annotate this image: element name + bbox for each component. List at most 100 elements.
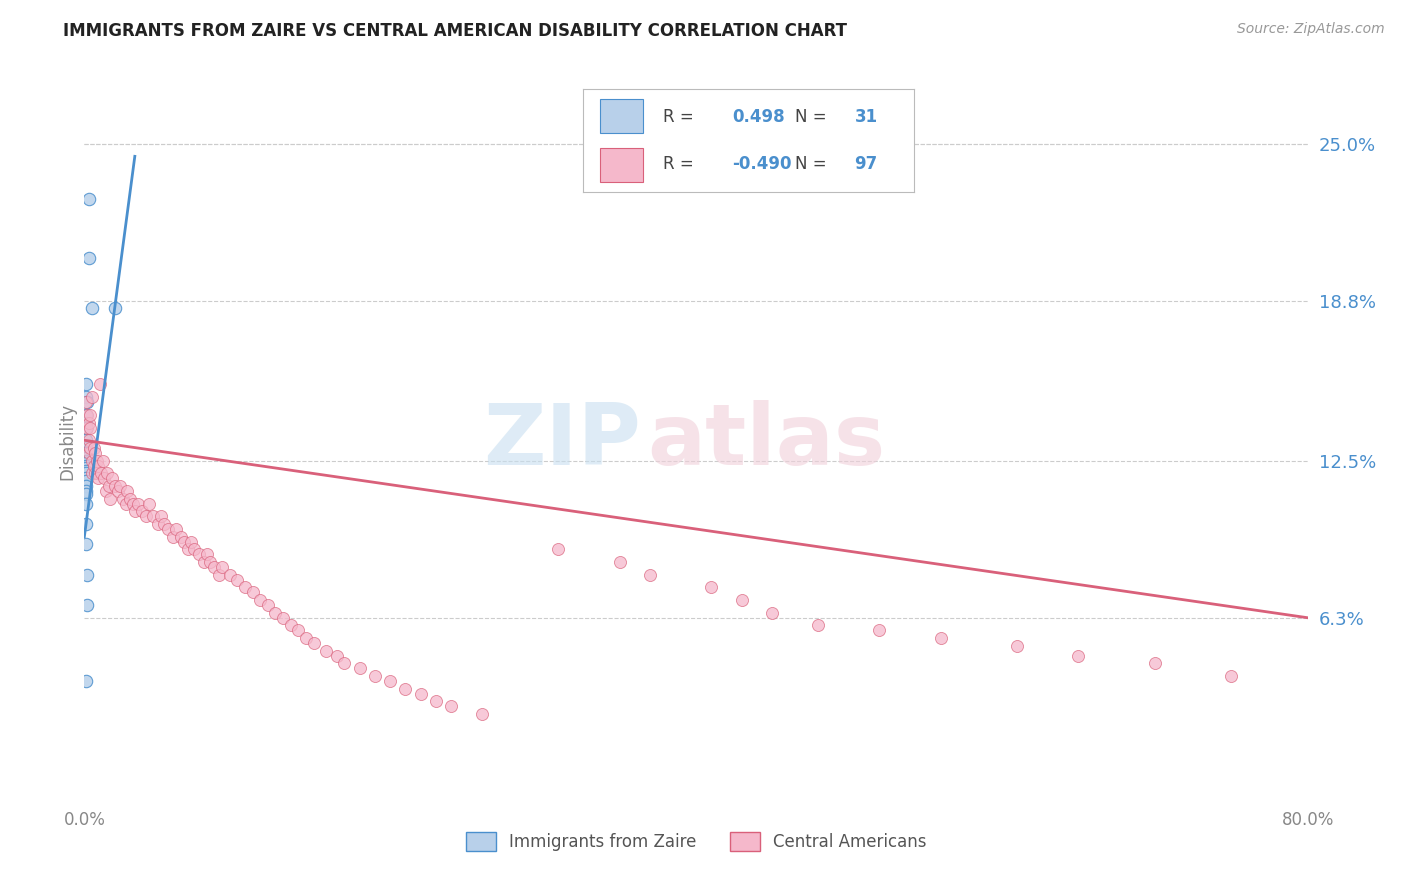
Text: ZIP: ZIP bbox=[484, 400, 641, 483]
Point bbox=[80, 467, 103, 481]
Point bbox=[86, 453, 108, 467]
FancyBboxPatch shape bbox=[600, 99, 643, 133]
Text: R =: R = bbox=[662, 108, 693, 126]
Point bbox=[91, 453, 114, 467]
Point bbox=[233, 580, 256, 594]
Point bbox=[75, 464, 97, 478]
Point bbox=[761, 606, 783, 620]
Point bbox=[76, 408, 98, 422]
Point bbox=[87, 458, 110, 473]
Point bbox=[394, 681, 416, 696]
Point bbox=[75, 479, 97, 493]
Point bbox=[264, 606, 287, 620]
Point bbox=[153, 516, 176, 531]
Point bbox=[75, 461, 97, 475]
Point bbox=[869, 624, 891, 638]
Point bbox=[93, 471, 115, 485]
Point bbox=[295, 631, 318, 645]
Point bbox=[75, 497, 97, 511]
Point bbox=[75, 467, 97, 481]
Point bbox=[77, 446, 100, 460]
Point bbox=[83, 458, 105, 473]
Point bbox=[75, 483, 97, 498]
Text: N =: N = bbox=[794, 108, 827, 126]
Point bbox=[80, 390, 103, 404]
Point bbox=[76, 395, 98, 409]
Point bbox=[157, 522, 180, 536]
Point bbox=[302, 636, 325, 650]
Point bbox=[76, 567, 98, 582]
Point bbox=[364, 669, 387, 683]
Point bbox=[77, 193, 100, 207]
Point bbox=[131, 504, 153, 518]
Point bbox=[349, 661, 371, 675]
Point bbox=[333, 657, 356, 671]
Point bbox=[700, 580, 723, 594]
Point bbox=[731, 593, 754, 607]
Point bbox=[108, 479, 131, 493]
Point bbox=[409, 687, 432, 701]
Point bbox=[1005, 639, 1028, 653]
Point bbox=[177, 542, 200, 557]
Point bbox=[114, 497, 136, 511]
Point bbox=[188, 547, 211, 561]
Point bbox=[75, 377, 97, 392]
Text: IMMIGRANTS FROM ZAIRE VS CENTRAL AMERICAN DISABILITY CORRELATION CHART: IMMIGRANTS FROM ZAIRE VS CENTRAL AMERICA… bbox=[63, 22, 848, 40]
Text: -0.490: -0.490 bbox=[733, 155, 792, 173]
Point bbox=[83, 441, 105, 455]
Point bbox=[142, 509, 165, 524]
Point bbox=[101, 471, 124, 485]
Point bbox=[76, 598, 98, 612]
Point bbox=[75, 441, 97, 455]
Point bbox=[211, 560, 233, 574]
Point bbox=[173, 534, 195, 549]
Point bbox=[226, 573, 249, 587]
Text: N =: N = bbox=[794, 155, 827, 173]
Text: R =: R = bbox=[662, 155, 693, 173]
Point bbox=[146, 516, 169, 531]
Point bbox=[180, 534, 202, 549]
Point bbox=[97, 479, 120, 493]
Text: Source: ZipAtlas.com: Source: ZipAtlas.com bbox=[1237, 22, 1385, 37]
Point bbox=[547, 542, 569, 557]
Point bbox=[202, 560, 225, 574]
Point bbox=[1220, 669, 1243, 683]
Point bbox=[84, 446, 107, 460]
FancyBboxPatch shape bbox=[600, 148, 643, 181]
Point bbox=[471, 707, 494, 722]
Legend: Immigrants from Zaire, Central Americans: Immigrants from Zaire, Central Americans bbox=[457, 824, 935, 860]
Point bbox=[75, 450, 97, 465]
Point bbox=[170, 530, 193, 544]
Point bbox=[183, 542, 205, 557]
Point bbox=[90, 467, 112, 481]
Point bbox=[75, 395, 97, 409]
Point bbox=[75, 420, 97, 434]
Point bbox=[1067, 648, 1090, 663]
Point bbox=[135, 509, 157, 524]
Point bbox=[75, 434, 97, 448]
Point bbox=[271, 611, 294, 625]
Point bbox=[138, 497, 160, 511]
Point bbox=[77, 416, 100, 430]
Point bbox=[218, 567, 240, 582]
Point bbox=[111, 491, 134, 506]
Point bbox=[75, 456, 97, 470]
Point bbox=[75, 416, 97, 430]
Point bbox=[242, 585, 264, 599]
Point bbox=[75, 486, 97, 500]
Point bbox=[75, 390, 97, 404]
Point bbox=[165, 522, 187, 536]
Point bbox=[325, 648, 347, 663]
Point bbox=[75, 408, 97, 422]
Point bbox=[76, 420, 98, 434]
Point bbox=[75, 471, 97, 485]
Point bbox=[115, 483, 138, 498]
Point bbox=[107, 483, 129, 498]
Point bbox=[193, 555, 215, 569]
Point bbox=[1143, 657, 1166, 671]
Point bbox=[149, 509, 172, 524]
Point bbox=[77, 251, 100, 265]
Point bbox=[75, 674, 97, 689]
Point bbox=[208, 567, 231, 582]
Point bbox=[162, 530, 184, 544]
